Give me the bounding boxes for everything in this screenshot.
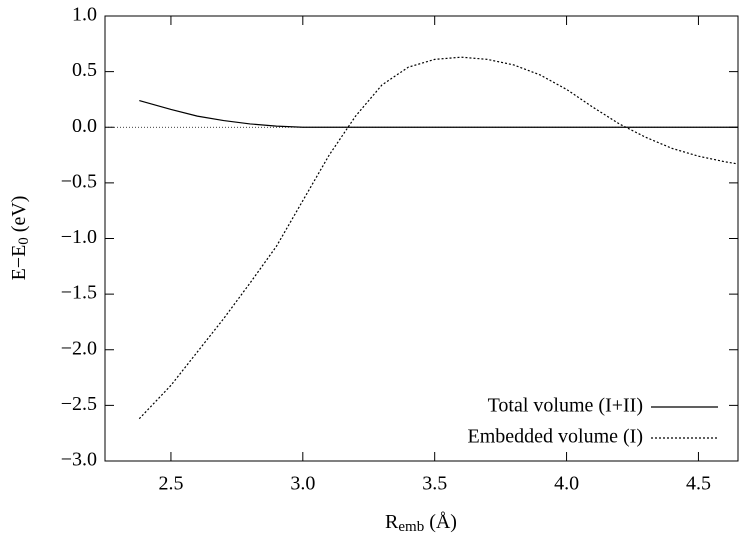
- legend-label: Embedded volume (I): [468, 426, 644, 448]
- x-label-rest: (Å): [424, 511, 457, 533]
- y-tick-label: −3.0: [61, 449, 97, 471]
- y-tick-label: −2.5: [61, 393, 97, 415]
- x-label-sub: emb: [398, 519, 424, 535]
- series-line: [138, 56, 739, 420]
- y-label-main: E−E: [8, 245, 30, 281]
- y-label-rest: (eV): [8, 196, 30, 238]
- legend-label: Total volume (I+II): [488, 395, 643, 417]
- y-tick-label: −1.5: [61, 282, 97, 304]
- plot-frame: [104, 15, 739, 462]
- y-label-sub: 0: [16, 237, 32, 245]
- x-axis-label: Remb (Å): [385, 511, 457, 536]
- x-tick-label: 3.0: [290, 473, 315, 495]
- y-axis-label: E−E0 (eV): [8, 196, 33, 281]
- x-tick-label: 4.5: [686, 473, 711, 495]
- y-tick-label: 0.5: [72, 59, 97, 81]
- x-tick-label: 3.5: [422, 473, 447, 495]
- y-tick-label: −2.0: [61, 337, 97, 359]
- x-tick-label: 2.5: [158, 473, 183, 495]
- y-tick-label: 0.0: [72, 115, 97, 137]
- y-tick-label: −0.5: [61, 170, 97, 192]
- y-tick-label: −1.0: [61, 226, 97, 248]
- x-tick-label: 4.0: [554, 473, 579, 495]
- series-line: [139, 99, 738, 128]
- y-tick-label: 1.0: [72, 4, 97, 26]
- x-label-main: R: [385, 511, 399, 533]
